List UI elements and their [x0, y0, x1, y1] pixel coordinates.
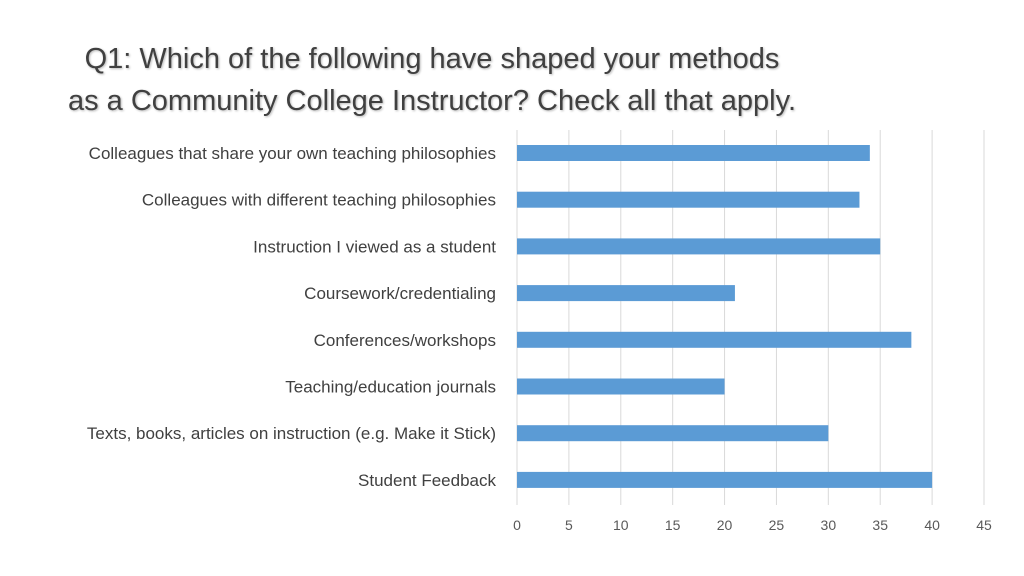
x-tick-label: 15	[665, 517, 681, 533]
x-tick-labels: 0 5 10 15 20 25 30 35 40 45	[513, 517, 992, 533]
x-tick-label: 5	[565, 517, 573, 533]
title-line-2: as a Community College Instructor? Check…	[67, 85, 797, 117]
category-label: Colleagues that share your own teaching …	[89, 144, 496, 163]
category-label: Teaching/education journals	[285, 378, 496, 397]
category-label: Colleagues with different teaching philo…	[142, 191, 496, 210]
x-tick-label: 20	[717, 517, 733, 533]
bar	[517, 471, 933, 488]
category-labels: Colleagues that share your own teaching …	[87, 144, 497, 490]
bar	[517, 238, 881, 255]
x-tick-label: 25	[769, 517, 785, 533]
bars	[517, 145, 933, 488]
bar	[517, 145, 870, 161]
bar	[517, 191, 860, 208]
x-tick-label: 40	[924, 517, 940, 533]
category-label: Coursework/credentialing	[304, 284, 496, 303]
x-tick-label: 45	[976, 517, 992, 533]
bar	[517, 425, 829, 442]
title-line-1: Q1: Which of the following have shaped y…	[84, 43, 780, 75]
bar	[517, 285, 735, 302]
slide-title: Q1: Which of the following have shaped y…	[0, 38, 864, 122]
bar	[517, 378, 725, 395]
category-label: Texts, books, articles on instruction (e…	[87, 424, 496, 443]
x-tick-label: 0	[513, 517, 521, 533]
category-label: Conferences/workshops	[314, 331, 496, 350]
x-tick-label: 35	[872, 517, 888, 533]
gridlines	[516, 130, 985, 505]
x-tick-label: 10	[613, 517, 629, 533]
bar	[517, 331, 912, 348]
category-label: Instruction I viewed as a student	[253, 237, 496, 256]
category-label: Student Feedback	[358, 471, 496, 490]
x-tick-label: 30	[821, 517, 837, 533]
